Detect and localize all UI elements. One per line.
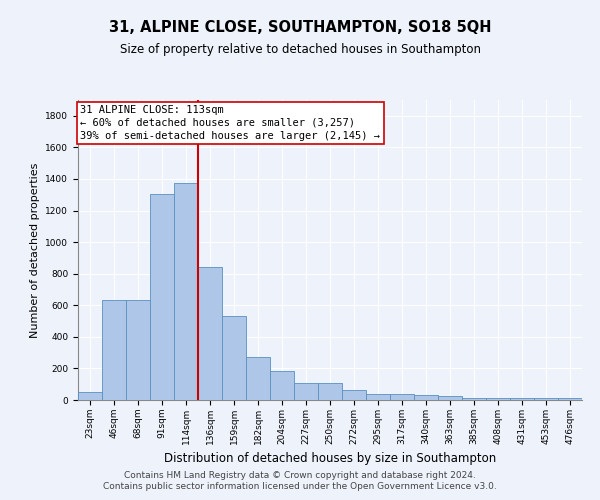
Text: Size of property relative to detached houses in Southampton: Size of property relative to detached ho…	[119, 42, 481, 56]
Text: Contains public sector information licensed under the Open Government Licence v3: Contains public sector information licen…	[103, 482, 497, 491]
Bar	[438, 396, 462, 400]
Bar	[270, 371, 294, 400]
Bar	[318, 384, 342, 400]
Bar	[342, 390, 366, 400]
Bar	[198, 266, 222, 400]
Bar	[558, 398, 582, 400]
Bar	[150, 194, 174, 400]
Bar	[486, 398, 510, 400]
Bar	[414, 396, 438, 400]
Bar	[126, 300, 150, 400]
Y-axis label: Number of detached properties: Number of detached properties	[30, 162, 40, 338]
Text: 31 ALPINE CLOSE: 113sqm
← 60% of detached houses are smaller (3,257)
39% of semi: 31 ALPINE CLOSE: 113sqm ← 60% of detache…	[80, 104, 380, 141]
Bar	[510, 398, 534, 400]
Bar	[246, 356, 270, 400]
Text: 31, ALPINE CLOSE, SOUTHAMPTON, SO18 5QH: 31, ALPINE CLOSE, SOUTHAMPTON, SO18 5QH	[109, 20, 491, 35]
Bar	[534, 398, 558, 400]
Bar	[222, 316, 246, 400]
Bar	[102, 300, 126, 400]
Bar	[462, 398, 486, 400]
Bar	[294, 384, 318, 400]
X-axis label: Distribution of detached houses by size in Southampton: Distribution of detached houses by size …	[164, 452, 496, 466]
Text: Contains HM Land Registry data © Crown copyright and database right 2024.: Contains HM Land Registry data © Crown c…	[124, 471, 476, 480]
Bar	[366, 394, 390, 400]
Bar	[390, 394, 414, 400]
Bar	[78, 392, 102, 400]
Bar	[174, 183, 198, 400]
